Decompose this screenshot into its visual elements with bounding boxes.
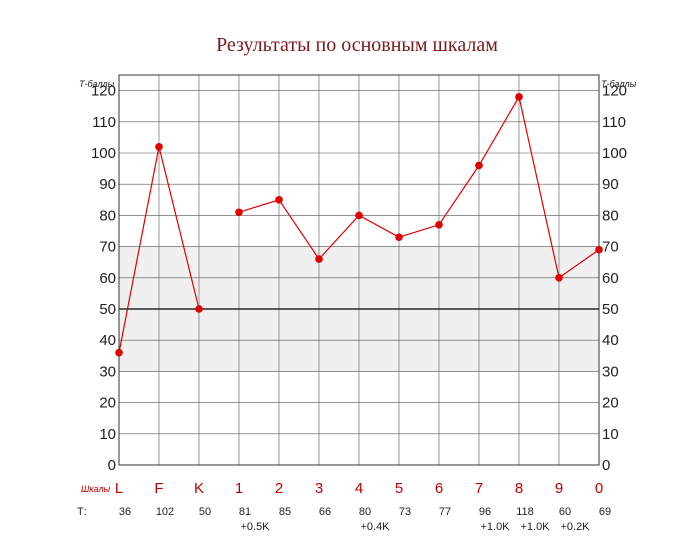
x-category-6: 6 bbox=[435, 480, 443, 497]
data-point-8 bbox=[515, 93, 523, 101]
data-point-7 bbox=[475, 161, 483, 170]
t-score-value: 81 bbox=[239, 506, 251, 518]
y-tick-label-right: 60 bbox=[602, 270, 619, 287]
t-score-value: 50 bbox=[199, 506, 211, 518]
x-category-2: 2 bbox=[275, 480, 283, 497]
data-point-3 bbox=[315, 255, 323, 263]
x-category-4: 4 bbox=[355, 480, 363, 497]
data-point-K bbox=[195, 305, 203, 313]
y-tick-label-right: 0 bbox=[602, 457, 610, 474]
y-tick-label-left: 70 bbox=[99, 239, 116, 256]
y-tick-label-right: 30 bbox=[602, 363, 619, 380]
x-category-9: 9 bbox=[555, 480, 563, 497]
t-score-value: 96 bbox=[479, 506, 491, 518]
y-tick-label-right: 120 bbox=[602, 83, 627, 100]
t-score-value: 85 bbox=[279, 506, 291, 518]
y-tick-label-left: 30 bbox=[99, 363, 116, 380]
series-line bbox=[238, 95, 600, 279]
x-categories: L F K 1 2 3 4 5 6 7 8 9 0 bbox=[115, 480, 603, 497]
plot-frame bbox=[118, 74, 600, 466]
y-tick-label-left: 80 bbox=[99, 207, 116, 224]
data-point-2 bbox=[275, 196, 283, 204]
y-tick-label-left: 50 bbox=[99, 301, 116, 318]
y-tick-label-right: 40 bbox=[602, 332, 619, 349]
x-category-K: K bbox=[194, 480, 204, 497]
data-point-5 bbox=[395, 233, 403, 242]
y-tick-label-left: 100 bbox=[91, 145, 116, 162]
data-point-4 bbox=[355, 211, 363, 220]
t-score-value: 77 bbox=[439, 506, 451, 518]
y-axis-label-right: Т-баллы bbox=[601, 79, 637, 89]
y-ticks-left: 0 10 20 30 40 50 60 70 80 90 100 110 120 bbox=[91, 83, 116, 474]
x-category-3: 3 bbox=[315, 480, 323, 497]
y-tick-label-left: 110 bbox=[92, 114, 116, 131]
t-score-value: 66 bbox=[319, 506, 331, 518]
t-score-value: 73 bbox=[399, 506, 411, 518]
data-point-F bbox=[155, 142, 163, 151]
data-point-9 bbox=[555, 274, 563, 282]
y-axis-label-left: Т-баллы bbox=[79, 79, 115, 89]
data-points bbox=[115, 93, 603, 357]
t-score-value: 36 bbox=[119, 506, 131, 518]
t-row-label: Т: bbox=[77, 506, 87, 518]
y-tick-label-right: 110 bbox=[602, 114, 626, 131]
y-tick-label-right: 50 bbox=[602, 301, 619, 318]
chart-title: Результаты по основным шкалам bbox=[216, 34, 498, 56]
y-tick-label-right: 100 bbox=[602, 145, 627, 162]
x-axis-label: Шкалы bbox=[81, 484, 111, 494]
x-category-8: 8 bbox=[515, 480, 523, 497]
y-tick-label-left: 10 bbox=[99, 426, 116, 443]
k-correction-value: +0.4K bbox=[360, 521, 390, 533]
y-tick-label-right: 70 bbox=[602, 239, 619, 256]
y-tick-label-left: 0 bbox=[108, 457, 116, 474]
y-tick-label-left: 120 bbox=[91, 83, 116, 100]
k-correction-value: +1.0K bbox=[480, 521, 510, 533]
y-ticks-right: 0 10 20 30 40 50 60 70 80 90 100 110 120 bbox=[602, 83, 627, 474]
y-tick-label-right: 10 bbox=[602, 426, 619, 443]
y-tick-label-left: 20 bbox=[99, 395, 116, 412]
y-tick-label-right: 90 bbox=[602, 176, 619, 193]
k-correction-row: +0.5K +0.4K +1.0K +1.0K +0.2K bbox=[240, 521, 590, 533]
data-point-L bbox=[115, 348, 123, 357]
x-category-F: F bbox=[154, 480, 163, 497]
t-score-value: 102 bbox=[156, 506, 174, 518]
x-category-0: 0 bbox=[595, 480, 603, 497]
y-tick-label-right: 20 bbox=[602, 395, 619, 412]
x-category-L: L bbox=[115, 480, 123, 497]
data-point-0 bbox=[595, 245, 603, 254]
k-correction-value: +1.0K bbox=[520, 521, 550, 533]
t-score-value: 118 bbox=[516, 506, 534, 518]
k-correction-value: +0.5K bbox=[240, 521, 270, 533]
y-tick-label-left: 90 bbox=[99, 176, 116, 193]
t-score-row: 36 102 50 81 85 66 80 73 77 96 118 60 69 bbox=[119, 506, 611, 518]
y-tick-label-left: 40 bbox=[99, 332, 116, 349]
x-category-1: 1 bbox=[235, 480, 243, 497]
y-tick-label-left: 60 bbox=[99, 270, 116, 287]
x-category-7: 7 bbox=[475, 480, 483, 497]
x-category-5: 5 bbox=[395, 480, 403, 497]
data-point-6 bbox=[435, 220, 443, 229]
y-tick-label-right: 80 bbox=[602, 207, 619, 224]
t-score-value: 60 bbox=[559, 506, 571, 518]
data-point-1 bbox=[235, 208, 243, 217]
k-correction-value: +0.2K bbox=[560, 521, 590, 533]
t-score-value: 69 bbox=[599, 506, 611, 518]
t-score-value: 80 bbox=[359, 506, 371, 518]
